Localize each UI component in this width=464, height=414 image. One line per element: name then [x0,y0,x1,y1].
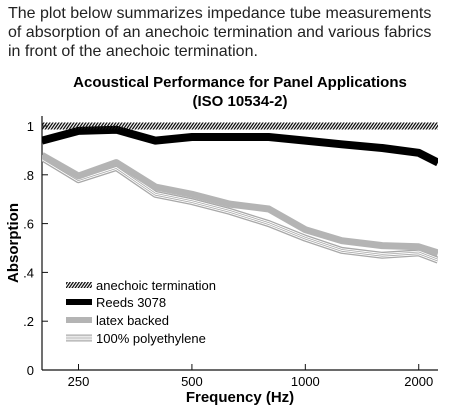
intro-line-2: of absorption of an anechoic termination… [8,24,432,41]
intro-line-1: The plot below summarizes impedance tube… [8,5,432,22]
y-axis-label: Absorption [5,203,22,283]
y-tick-label: .6 [23,217,34,232]
series-line [42,125,438,167]
x-ticks: 250 500 1000 2000 [68,364,433,389]
intro-text: The plot below summarizes impedance tube… [8,4,458,61]
legend-item: latex backed [66,313,169,328]
y-tick-label: .4 [23,265,34,280]
legend-item: 100% polyethylene [66,331,206,346]
legend-label: Reeds 3078 [96,295,166,310]
chart-title: Acoustical Performance for Panel Applica… [73,74,407,91]
legend-item: Reeds 3078 [66,295,166,310]
series-line [42,157,438,261]
legend-label: 100% polyethylene [96,331,206,346]
x-tick-label: 1000 [291,374,320,389]
x-tick-label: 500 [181,374,203,389]
series-100-polyethylene [42,154,438,264]
y-tick-label: .2 [23,314,34,329]
chart-subtitle: (ISO 10534-2) [192,93,287,110]
series-latex-backed [42,152,438,257]
y-tick-label: 0 [27,363,34,378]
legend-label: latex backed [96,313,169,328]
data-series [42,122,438,264]
y-tick-label: 1 [27,119,34,134]
y-tick-label: .8 [23,168,34,183]
legend: anechoic termination Reeds 3078 latex back… [66,278,216,346]
x-axis-label: Frequency (Hz) [186,389,294,406]
x-tick-label: 2000 [404,374,433,389]
series-reeds-3078 [42,125,438,167]
x-tick-label: 250 [68,374,90,389]
series-line [42,152,438,257]
legend-item: anechoic termination [66,278,216,293]
intro-line-3: in front of the anechoic termination. [8,43,258,60]
legend-label: anechoic termination [96,278,216,293]
